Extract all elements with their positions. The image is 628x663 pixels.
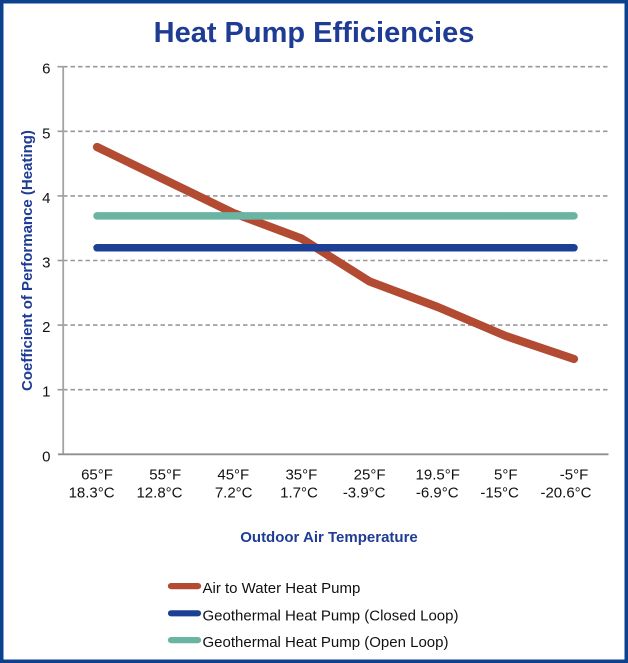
svg-text:Air to Water Heat Pump: Air to Water Heat Pump	[203, 580, 361, 597]
svg-text:-6.9°C: -6.9°C	[416, 485, 459, 502]
svg-text:35°F: 35°F	[285, 466, 317, 483]
svg-text:25°F: 25°F	[354, 466, 386, 483]
svg-text:4: 4	[42, 190, 50, 207]
svg-text:55°F: 55°F	[149, 466, 181, 483]
svg-text:45°F: 45°F	[217, 466, 249, 483]
svg-text:19.5°F: 19.5°F	[416, 466, 460, 483]
svg-text:12.8°C: 12.8°C	[136, 485, 182, 502]
svg-text:2: 2	[42, 319, 50, 336]
svg-text:1.7°C: 1.7°C	[280, 485, 318, 502]
svg-text:7.2°C: 7.2°C	[215, 485, 253, 502]
svg-text:1: 1	[42, 384, 50, 401]
svg-text:Geothermal Heat Pump (Open Loo: Geothermal Heat Pump (Open Loop)	[203, 634, 449, 651]
svg-text:5°F: 5°F	[494, 466, 518, 483]
svg-text:Geothermal Heat Pump (Closed L: Geothermal Heat Pump (Closed Loop)	[203, 607, 459, 624]
svg-text:5: 5	[42, 125, 50, 142]
svg-text:Outdoor Air Temperature: Outdoor Air Temperature	[240, 529, 418, 546]
svg-text:Coefficient of Performance (He: Coefficient of Performance (Heating)	[19, 130, 36, 391]
svg-text:65°F: 65°F	[81, 466, 113, 483]
svg-text:-20.6°C: -20.6°C	[540, 485, 591, 502]
svg-text:6: 6	[42, 61, 50, 78]
svg-text:18.3°C: 18.3°C	[69, 485, 115, 502]
svg-text:-3.9°C: -3.9°C	[343, 485, 386, 502]
svg-text:Heat Pump Efficiencies: Heat Pump Efficiencies	[154, 17, 475, 49]
svg-text:3: 3	[42, 255, 50, 272]
svg-text:0: 0	[42, 448, 50, 465]
svg-text:-5°F: -5°F	[560, 466, 589, 483]
svg-text:-15°C: -15°C	[480, 485, 519, 502]
